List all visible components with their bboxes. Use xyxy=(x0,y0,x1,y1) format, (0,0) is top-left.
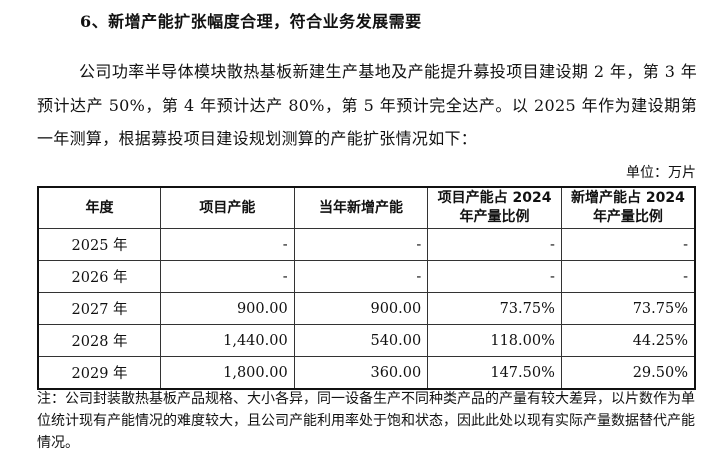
column-header: 年度 xyxy=(37,186,162,229)
unit-label: 单位：万片 xyxy=(626,165,696,181)
year-cell: 2028 年 xyxy=(37,324,162,357)
column-header: 新增产能占 2024 年产量比例 xyxy=(560,186,696,229)
column-header: 当年新增产能 xyxy=(293,186,429,229)
table-note: 注：公司封装散热基板产品规格、大小各异，同一设备生产不同种类产品的产量有较大差异… xyxy=(37,391,695,451)
table-header-row: 年度 项目产能 当年新增产能 项目产能占 2024 年产量比例 新增产能占 2024 年… xyxy=(37,186,696,229)
value-cell: 44.25% xyxy=(560,324,696,357)
value-cell: 900.00 xyxy=(293,292,429,325)
value-cell: - xyxy=(560,228,696,261)
value-cell: - xyxy=(160,260,295,293)
value-cell: 1,800.00 xyxy=(160,356,295,390)
value-cell: - xyxy=(560,260,696,293)
table-row: 2028 年 1,440.00 540.00 118.00% 44.25% xyxy=(37,324,696,357)
capacity-table: 年度 项目产能 当年新增产能 项目产能占 2024 年产量比例 新增产能占 2024 年… xyxy=(37,186,696,390)
value-cell: - xyxy=(293,260,429,293)
table-row: 2027 年 900.00 900.00 73.75% 73.75% xyxy=(37,292,696,325)
year-cell: 2025 年 xyxy=(37,228,162,261)
value-cell: 360.00 xyxy=(293,356,429,390)
value-cell: 73.75% xyxy=(427,292,562,325)
value-cell: 73.75% xyxy=(560,292,696,325)
value-cell: 147.50% xyxy=(427,356,562,390)
year-cell: 2029 年 xyxy=(37,356,162,390)
value-cell: 900.00 xyxy=(160,292,295,325)
table-row: 2025 年---- xyxy=(37,228,696,261)
table-row: 2029 年 1,800.00 360.00 147.50% 29.50% xyxy=(37,356,696,390)
value-cell: - xyxy=(293,228,429,261)
value-cell: 29.50% xyxy=(560,356,696,390)
section-heading: 6、新增产能扩张幅度合理，符合业务发展需要 xyxy=(80,12,422,31)
year-cell: 2026 年 xyxy=(37,260,162,293)
year-cell: 2027 年 xyxy=(37,292,162,325)
value-cell: 1,440.00 xyxy=(160,324,295,357)
column-header: 项目产能 xyxy=(160,186,295,229)
value-cell: 118.00% xyxy=(427,324,562,357)
value-cell: - xyxy=(160,228,295,261)
value-cell: - xyxy=(427,228,562,261)
column-header: 项目产能占 2024 年产量比例 xyxy=(427,186,562,229)
table-row: 2026 年---- xyxy=(37,260,696,293)
value-cell: 540.00 xyxy=(293,324,429,357)
body-paragraph: 公司功率半导体模块散热基板新建生产基地及产能提升募投项目建设期 2 年，第 3 … xyxy=(37,62,697,148)
value-cell: - xyxy=(427,260,562,293)
